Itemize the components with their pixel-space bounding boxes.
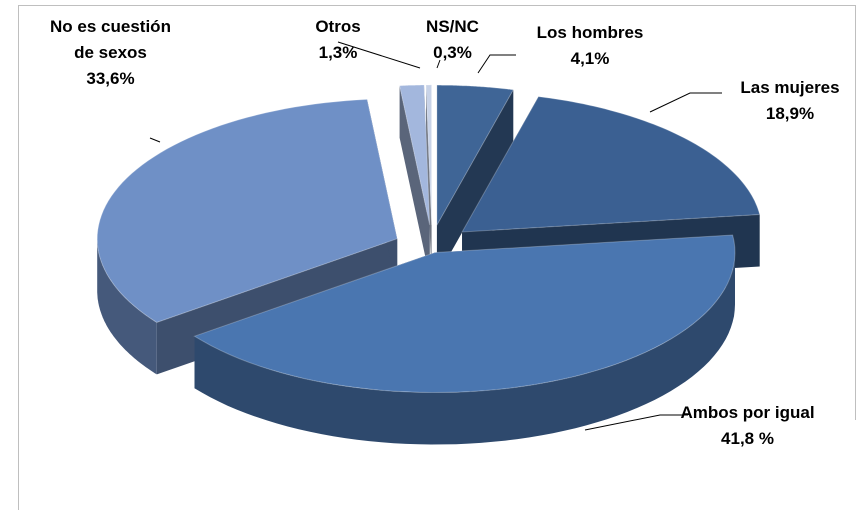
leader-line bbox=[337, 41, 421, 69]
category-label: Otros bbox=[315, 17, 361, 36]
slice-side bbox=[97, 238, 157, 375]
slice bbox=[436, 84, 515, 228]
chart-border bbox=[18, 5, 856, 510]
value-label: 33,6% bbox=[86, 69, 135, 88]
slice bbox=[398, 84, 431, 226]
data-label: No es cuestión de sexos 33,6% bbox=[48, 14, 173, 92]
slice-side bbox=[426, 85, 432, 277]
slice-side bbox=[436, 89, 514, 278]
data-label: Ambos por igual 41,8 % bbox=[680, 400, 815, 452]
slice bbox=[425, 84, 433, 225]
slice bbox=[461, 96, 761, 233]
value-label: 4,1% bbox=[570, 49, 610, 68]
value-label: 1,3% bbox=[318, 43, 358, 62]
category-label: Los hombres bbox=[536, 23, 644, 42]
leader-line bbox=[436, 59, 441, 69]
value-label: 41,8 % bbox=[721, 429, 774, 448]
leader-line bbox=[477, 54, 516, 74]
leader-line bbox=[649, 92, 722, 113]
category-label: Ambos por igual bbox=[680, 403, 815, 422]
pie bbox=[96, 84, 761, 445]
leader-line bbox=[584, 414, 688, 431]
slice bbox=[96, 98, 398, 323]
leader-line bbox=[149, 137, 161, 143]
data-label: Las mujeres 18,9% bbox=[715, 75, 861, 127]
value-label: 0,3% bbox=[433, 43, 472, 62]
slice-side bbox=[399, 85, 430, 277]
category-label: NS/NC bbox=[426, 17, 479, 36]
data-label: Los hombres 4,1% bbox=[520, 20, 660, 72]
slice-side bbox=[194, 252, 735, 445]
leader-lines bbox=[149, 41, 722, 431]
category-label: Las mujeres bbox=[740, 78, 840, 97]
data-label: Otros 1,3% bbox=[298, 14, 378, 66]
slice bbox=[193, 234, 736, 394]
value-label: 18,9% bbox=[765, 104, 815, 123]
category-label: No es cuestión de sexos bbox=[50, 17, 171, 62]
data-label: NS/NC 0,3% bbox=[405, 14, 500, 66]
